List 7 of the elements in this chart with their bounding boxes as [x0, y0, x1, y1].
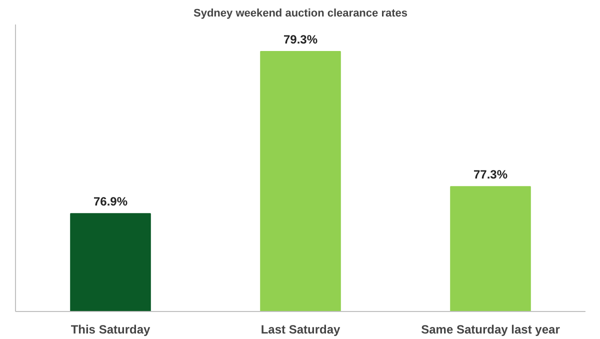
- x-tick-label: Last Saturday: [260, 322, 341, 336]
- chart-title: Sydney weekend auction clearance rates: [194, 8, 408, 20]
- x-tick-label: Same Saturday last year: [421, 322, 560, 336]
- data-label: 77.3%: [473, 168, 508, 182]
- data-label: 76.9%: [93, 194, 128, 209]
- x-tick-label: This Saturday: [70, 322, 151, 336]
- data-label: 79.3%: [283, 32, 318, 47]
